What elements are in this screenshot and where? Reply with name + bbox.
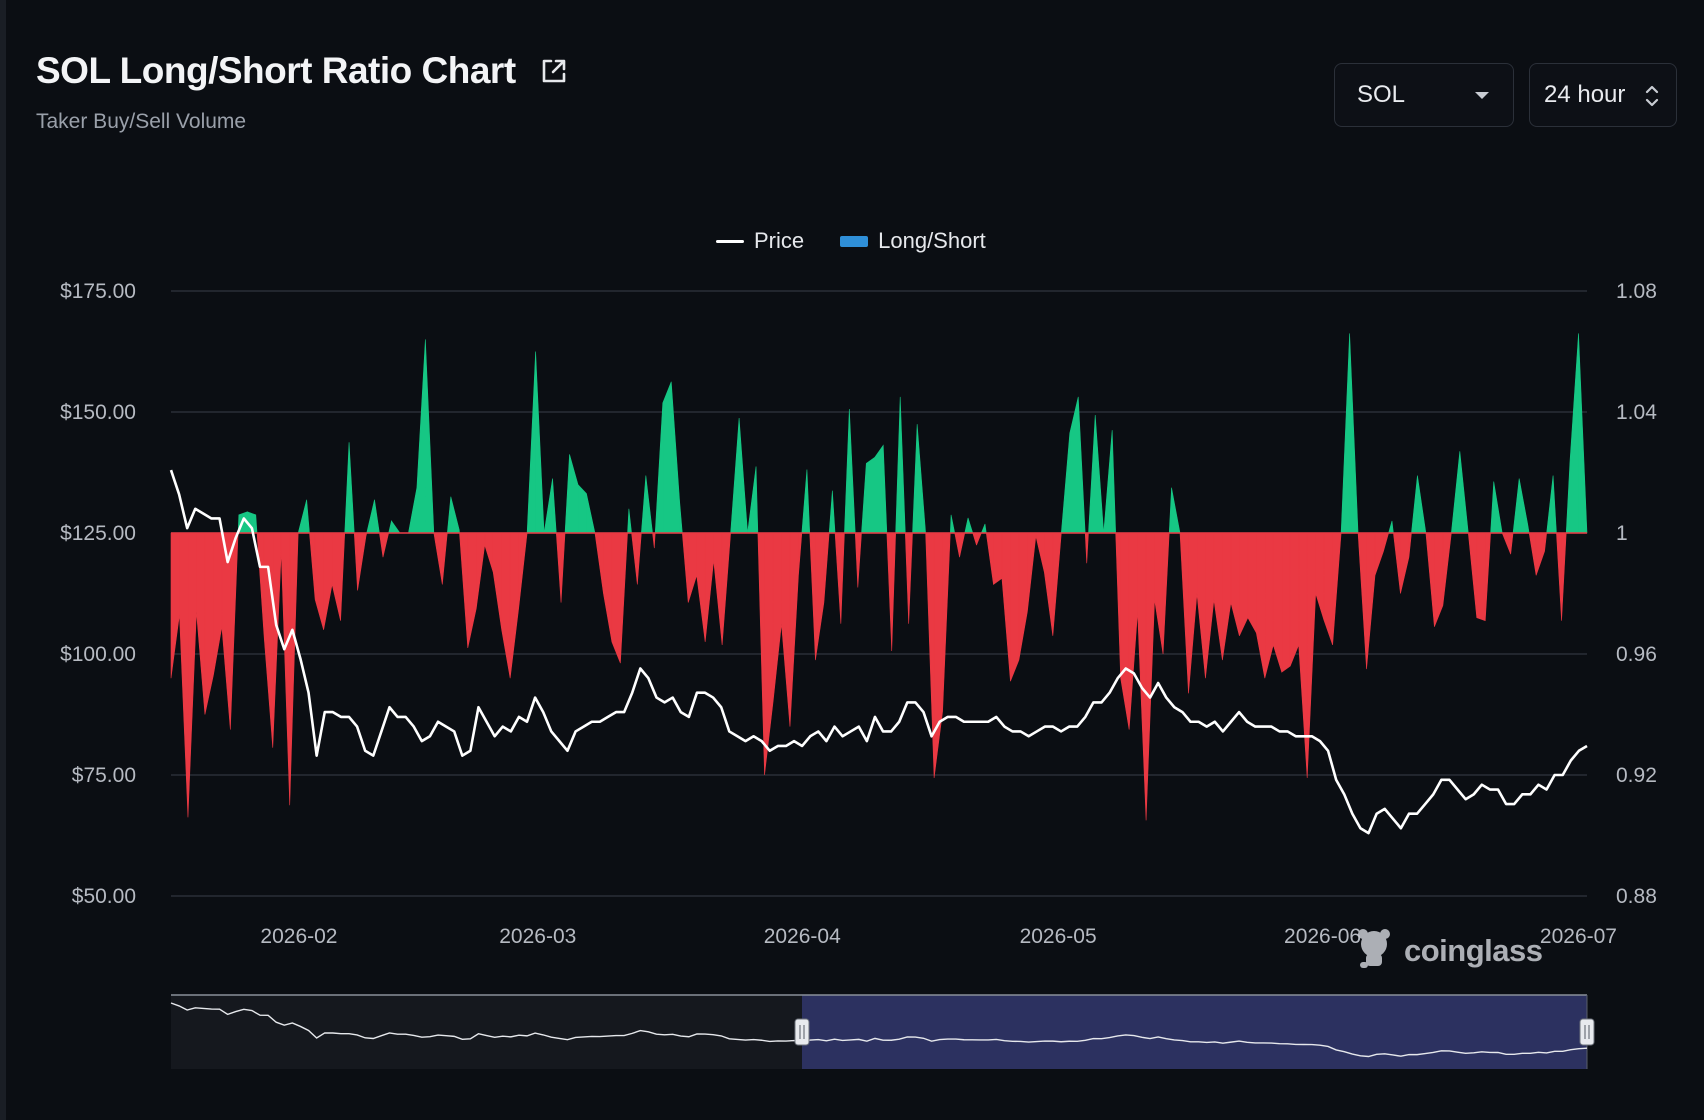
- range-select-value: 24 hour: [1544, 81, 1626, 108]
- navigator-handle-left[interactable]: [794, 1018, 810, 1046]
- navigator-handle-right[interactable]: [1579, 1018, 1595, 1046]
- legend-item-long-short[interactable]: Long/Short: [840, 228, 986, 254]
- legend-label-long-short: Long/Short: [878, 228, 986, 253]
- coinglass-watermark: coinglass: [1354, 926, 1543, 975]
- navigator-selection: [802, 995, 1587, 1069]
- left-border: [0, 0, 6, 1120]
- legend-item-price[interactable]: Price: [716, 228, 804, 254]
- title-row: SOL Long/Short Ratio Chart: [36, 50, 570, 92]
- chart-legend: Price Long/Short: [716, 228, 1022, 254]
- y-left-tick-label: $50.00: [72, 885, 136, 908]
- legend-label-price: Price: [754, 228, 805, 253]
- navigator[interactable]: [170, 994, 1595, 1069]
- price-line: [169, 469, 1588, 835]
- handle-grip: [1579, 1018, 1595, 1046]
- x-axis: 2026-02 2026-03 2026-04 2026-05 2026-06 2026-…: [260, 925, 1617, 948]
- navigator-line: [170, 1002, 1588, 1058]
- x-tick-label: 2026-05: [1020, 925, 1097, 948]
- x-tick-label: 2026-07: [1540, 925, 1617, 948]
- x-tick-label: 2026-03: [499, 925, 576, 948]
- external-link-icon[interactable]: [538, 55, 570, 87]
- y-right-tick-label: 0.92: [1616, 764, 1657, 787]
- y-right-tick-label: 1.08: [1616, 280, 1657, 303]
- y-left-tick-label: $125.00: [60, 522, 136, 545]
- x-tick-label: 2026-02: [260, 925, 337, 948]
- coin-select-value: SOL: [1357, 81, 1406, 108]
- y-axis-right: 1.08 1.04 1 0.96 0.92 0.88: [1616, 280, 1657, 908]
- page-title: SOL Long/Short Ratio Chart: [36, 50, 516, 91]
- coinglass-logo-icon: [1354, 926, 1394, 975]
- y-right-tick-label: 1: [1616, 522, 1628, 545]
- long-short-area: [170, 333, 1588, 821]
- y-axis-left: $175.00 $150.00 $125.00 $100.00 $75.00 $50.00: [60, 280, 136, 908]
- handle-grip: [794, 1018, 810, 1046]
- y-left-tick-label: $75.00: [72, 764, 136, 787]
- watermark-text: coinglass: [1404, 932, 1543, 968]
- price-line-group: [169, 469, 1588, 835]
- legend-swatch-long-short: [840, 235, 869, 247]
- grid-lines: [171, 290, 1587, 897]
- long-area: [237, 333, 1588, 534]
- x-tick-label: 2026-04: [764, 925, 841, 948]
- chevron-down-icon: [1475, 92, 1489, 99]
- y-left-tick-label: $175.00: [60, 280, 136, 303]
- coin-select[interactable]: SOL: [1334, 63, 1514, 127]
- range-select[interactable]: 24 hour: [1529, 63, 1677, 127]
- x-tick-label: 2026-06: [1284, 925, 1361, 948]
- y-right-tick-label: 0.88: [1616, 885, 1657, 908]
- up-down-icon: [1644, 82, 1660, 110]
- y-left-tick-label: $100.00: [60, 643, 136, 666]
- y-left-tick-label: $150.00: [60, 401, 136, 424]
- y-right-tick-label: 0.96: [1616, 643, 1657, 666]
- subtitle: Taker Buy/Sell Volume: [36, 110, 247, 133]
- short-area: [170, 532, 1567, 821]
- legend-swatch-price: [716, 239, 744, 243]
- y-right-tick-label: 1.04: [1616, 401, 1657, 424]
